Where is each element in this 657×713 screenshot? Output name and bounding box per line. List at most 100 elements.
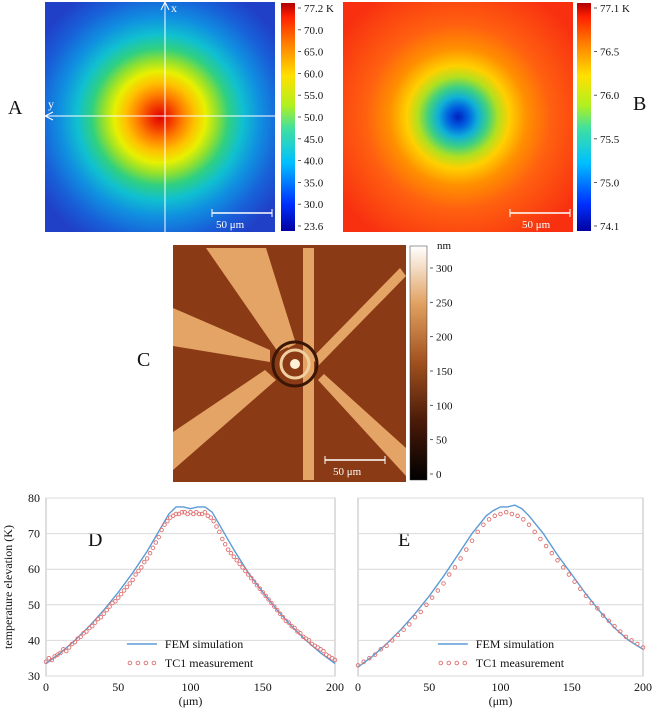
panel-c-colorbar-tick-label: 0 xyxy=(436,469,442,481)
panel-d-tc1-point xyxy=(118,591,124,597)
panel-d-tc1-point xyxy=(248,575,254,581)
panel-a-colorbar-tick-label: 70.0 xyxy=(304,25,324,37)
panel-d-tc1-point xyxy=(237,561,242,567)
panel-d-y-tick-label: 30 xyxy=(28,669,40,683)
panel-a-colorbar-tick-label: 77.2 K xyxy=(304,3,334,15)
panel-d-tc1-point xyxy=(222,542,228,547)
panel-c-colorbar-tick-label: 200 xyxy=(436,332,453,344)
panel-b-colorbar-ticks: 77.1 K 76.5 76.0 75.5 75.0 74.1 xyxy=(594,3,630,233)
panel-d-tc1-point xyxy=(72,639,78,645)
panel-a-colorbar-tick-label: 23.6 xyxy=(304,221,324,233)
panel-a-colorbar-tick-label: 35.0 xyxy=(304,177,324,189)
panel-d-legend-tc1-swatch xyxy=(151,660,157,666)
panel-e-tc1-point xyxy=(407,622,412,627)
panel-e-tc1-point xyxy=(526,522,532,527)
panel-e-tc1-point xyxy=(623,634,629,640)
panel-d-tc1-point xyxy=(332,657,338,663)
panel-e-tc1-point xyxy=(640,645,646,650)
panel-c-colorbar-tick-label: 150 xyxy=(436,366,453,378)
panel-d-x-tick-label: 200 xyxy=(326,680,344,694)
panel-e-tc1-point xyxy=(446,572,452,577)
panel-e-tc1-point xyxy=(538,536,543,542)
panel-d-tc1-point xyxy=(63,648,69,654)
panel-c-afm-image xyxy=(173,245,406,482)
panel-e-tc1-point xyxy=(378,647,384,652)
panel-e-chart: E 0 50 100 150 200 (μm) FEM simulation TC1 meas… xyxy=(355,497,652,708)
panel-a-axis-y-label: y xyxy=(48,97,54,111)
panel-d-tc1-point xyxy=(306,638,312,643)
panel-e-tc1-point xyxy=(424,602,429,608)
panel-b-colorbar-tick-label: 76.0 xyxy=(600,90,620,102)
panel-d-tc1-point xyxy=(251,579,257,584)
panel-c-colorbar-tick-label: 250 xyxy=(436,297,453,309)
panel-b-scalebar-label: 50 μm xyxy=(522,219,551,231)
panel-a-x-arrow-icon xyxy=(160,0,170,11)
panel-e-tc1-point xyxy=(583,593,589,599)
panel-e-tc1-point xyxy=(458,556,463,561)
panel-e-x-tick-label: 200 xyxy=(634,680,652,694)
panel-d-tc1-point xyxy=(49,657,55,663)
panel-d-tc1-point xyxy=(228,550,234,556)
panel-c-letter: C xyxy=(137,349,150,371)
panel-e-tc1-point xyxy=(635,641,640,647)
panel-e-tc1-point xyxy=(429,595,435,600)
panel-a-letter: A xyxy=(8,97,23,119)
panel-e-tc1-point xyxy=(486,517,492,522)
panel-d-tc1-point xyxy=(260,590,266,595)
panel-d-tc1-point xyxy=(225,547,231,552)
panel-e-tc1-point xyxy=(549,550,555,556)
panel-d-tc1-point xyxy=(173,511,179,517)
panel-a-map xyxy=(45,2,275,232)
panel-d-tc1-point xyxy=(269,600,274,606)
panel-e-tc1-point xyxy=(435,588,441,593)
panel-d-tc1-point xyxy=(234,558,239,563)
panel-e-tc1-point xyxy=(578,586,583,592)
panel-d-x-tick-label: 50 xyxy=(112,680,124,694)
panel-a-colorbar-tick-label: 65.0 xyxy=(304,47,324,59)
panel-e-tc1-point xyxy=(384,643,389,648)
panel-e-tc1-point xyxy=(395,632,401,638)
panel-d-legend-tc1-swatch xyxy=(135,660,141,666)
panel-b-colorbar-tick-label: 77.1 K xyxy=(600,3,630,15)
panel-e-tc1-point xyxy=(600,613,606,618)
panel-d-tc1-point xyxy=(321,648,326,654)
panel-e-tc1-point xyxy=(367,655,372,661)
panel-d-tc1-point xyxy=(202,509,208,515)
panel-e-tc1-point xyxy=(595,606,600,611)
panel-c-colorbar-tick-label: 300 xyxy=(436,263,453,275)
panel-d-tc1-point xyxy=(162,522,167,527)
panel-e-tc1-point xyxy=(503,509,509,515)
panel-b-colorbar-tick-label: 76.5 xyxy=(600,47,620,59)
panel-d-tc1-point xyxy=(150,545,156,551)
panel-c-colorbar xyxy=(409,245,428,481)
panel-e-tc1-point xyxy=(572,579,577,584)
panel-d-tc1-point xyxy=(133,572,138,577)
panel-e-series-fem-line xyxy=(357,504,644,668)
panel-e-tc1-point xyxy=(452,565,458,570)
panel-c: 50 μm nm 300 250 200 150 100 50 0 C xyxy=(137,240,453,482)
panel-d-tc1-point xyxy=(257,586,263,592)
panel-e-tc1-point xyxy=(441,581,446,586)
panel-e-tc1-point xyxy=(629,638,634,643)
panel-d-tc1-point xyxy=(214,524,219,529)
panel-a-y-arrow-icon xyxy=(43,111,54,121)
panel-d-tc1-point xyxy=(159,527,164,533)
panel-e-tc1-point xyxy=(372,652,378,657)
panel-e-tc1-point xyxy=(418,609,423,615)
panel-e-tc1-point xyxy=(543,543,549,549)
panel-e-tc1-point xyxy=(560,565,566,570)
panel-d-tc1-point xyxy=(156,534,161,540)
panel-d-y-axis-label: temperature elevation (K) xyxy=(1,525,15,649)
panel-e-tc1-point xyxy=(401,627,406,632)
panel-d-tc1-point xyxy=(84,629,89,634)
panel-e-x-tick-label: 0 xyxy=(355,680,361,694)
panel-a-colorbar xyxy=(281,3,295,231)
panel-a-colorbar-tick-label: 30.0 xyxy=(304,199,324,211)
panel-d-tc1-point xyxy=(292,625,297,631)
panel-d-tc1-point xyxy=(211,518,216,524)
panel-c-ring-outer xyxy=(271,340,319,388)
panel-a-colorbar-ticks: 77.2 K 70.0 65.0 60.0 55.0 50.0 45.0 40.0 35.0 30… xyxy=(298,3,334,233)
panel-e-tc1-point xyxy=(521,517,526,522)
panel-a: x y 50 μm A 77.2 K 70.0 65.0 60.0 55.0 50.0 45… xyxy=(8,0,334,233)
